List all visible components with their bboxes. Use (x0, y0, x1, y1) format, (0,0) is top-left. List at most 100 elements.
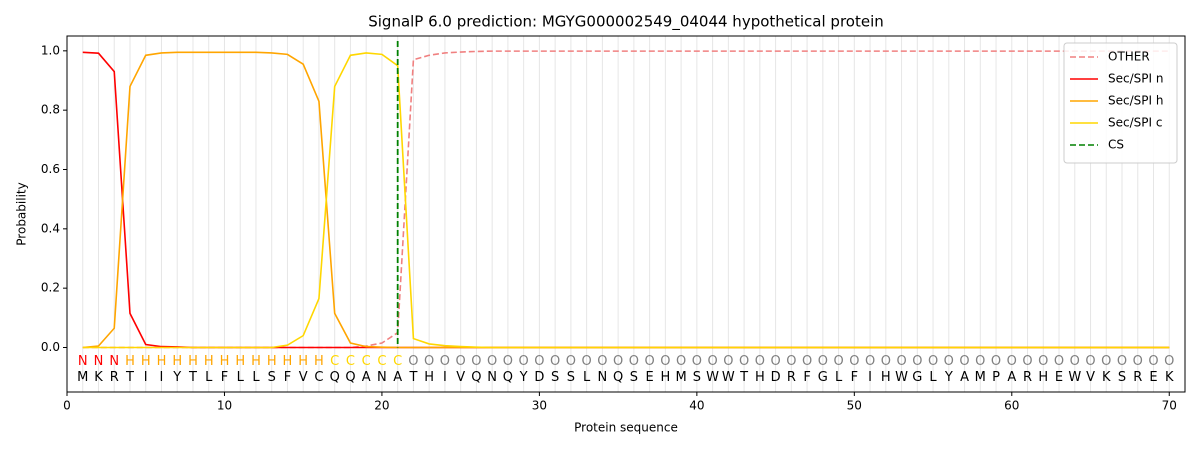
residue-label: Q (345, 370, 355, 385)
residue-label: H (1038, 370, 1048, 385)
residue-label: R (787, 370, 796, 385)
residue-label: G (818, 370, 828, 385)
region-label: O (818, 354, 828, 369)
y-tick-label: 0.4 (41, 221, 60, 235)
region-label: O (692, 354, 702, 369)
region-label: O (959, 354, 969, 369)
residue-label: R (1023, 370, 1032, 385)
residue-label: W (895, 370, 908, 385)
region-label: O (1101, 354, 1111, 369)
region-label: O (566, 354, 576, 369)
region-label: H (298, 354, 308, 369)
residue-label: E (1149, 370, 1157, 385)
series-line (82, 50, 1170, 349)
region-label: O (629, 354, 639, 369)
residue-label: N (377, 370, 387, 385)
region-label: O (582, 354, 592, 369)
residue-label: A (960, 370, 969, 385)
residue-label: I (160, 370, 164, 385)
region-label: C (346, 354, 355, 369)
region-label: O (645, 354, 655, 369)
residue-label: I (443, 370, 447, 385)
region-label: O (786, 354, 796, 369)
x-tick-label: 0 (63, 399, 71, 413)
region-label: H (188, 354, 198, 369)
region-label: O (912, 354, 922, 369)
residue-label: Q (503, 370, 513, 385)
region-label: O (1038, 354, 1048, 369)
residue-label: C (314, 370, 323, 385)
region-label: O (928, 354, 938, 369)
region-label: O (1007, 354, 1017, 369)
region-label: H (220, 354, 230, 369)
region-label: O (408, 354, 418, 369)
residue-label: D (534, 370, 544, 385)
chart-title: SignalP 6.0 prediction: MGYG000002549_04… (368, 13, 884, 32)
residue-label: H (755, 370, 765, 385)
region-label: O (865, 354, 875, 369)
residue-label: H (660, 370, 670, 385)
region-label: O (723, 354, 733, 369)
x-tick-label: 60 (1004, 399, 1019, 413)
x-tick-label: 20 (374, 399, 389, 413)
region-label: O (802, 354, 812, 369)
series-line (82, 51, 1170, 349)
residue-label: N (598, 370, 608, 385)
residue-label: E (646, 370, 654, 385)
region-label: H (157, 354, 167, 369)
region-label: O (1085, 354, 1095, 369)
y-tick-label: 0.2 (41, 281, 60, 295)
region-label: O (660, 354, 670, 369)
residue-label: Y (519, 370, 528, 385)
region-label: O (471, 354, 481, 369)
legend-label: Sec/SPI n (1108, 72, 1163, 86)
residue-label: Y (172, 370, 181, 385)
region-label: O (1117, 354, 1127, 369)
residue-label: T (739, 370, 748, 385)
legend-label: OTHER (1108, 50, 1150, 64)
residue-label: L (583, 370, 591, 385)
residue-label: L (252, 370, 260, 385)
residue-label: V (299, 370, 308, 385)
residue-label: Q (471, 370, 481, 385)
residue-label: K (94, 370, 103, 385)
residue-label: W (706, 370, 719, 385)
region-label: O (896, 354, 906, 369)
region-label: O (1148, 354, 1158, 369)
residue-label: D (771, 370, 781, 385)
residue-label: L (205, 370, 213, 385)
x-tick-label: 40 (689, 399, 704, 413)
residue-label: H (424, 370, 434, 385)
region-label: H (283, 354, 293, 369)
residue-label: F (221, 370, 228, 385)
region-label: H (125, 354, 135, 369)
residue-label: Y (944, 370, 953, 385)
residue-label: G (912, 370, 922, 385)
region-label: O (440, 354, 450, 369)
residue-label: K (1102, 370, 1111, 385)
region-label: O (503, 354, 513, 369)
residue-label: M (77, 370, 88, 385)
region-label: H (235, 354, 245, 369)
region-label: H (267, 354, 277, 369)
region-label: O (833, 354, 843, 369)
series-line (82, 52, 1170, 349)
plot-frame (66, 35, 1186, 393)
residue-label: A (1007, 370, 1016, 385)
residue-label: N (487, 370, 497, 385)
region-label: N (109, 354, 119, 369)
residue-label: I (868, 370, 872, 385)
legend-label: Sec/SPI c (1108, 116, 1162, 130)
region-label: O (975, 354, 985, 369)
region-label: C (377, 354, 386, 369)
residue-label: S (567, 370, 575, 385)
legend-label: Sec/SPI h (1108, 94, 1163, 108)
region-label: O (1022, 354, 1032, 369)
residue-label: L (237, 370, 245, 385)
region-label: C (362, 354, 371, 369)
residue-label: T (125, 370, 134, 385)
region-label: O (755, 354, 765, 369)
residue-label: K (1165, 370, 1174, 385)
residue-label: W (1068, 370, 1081, 385)
